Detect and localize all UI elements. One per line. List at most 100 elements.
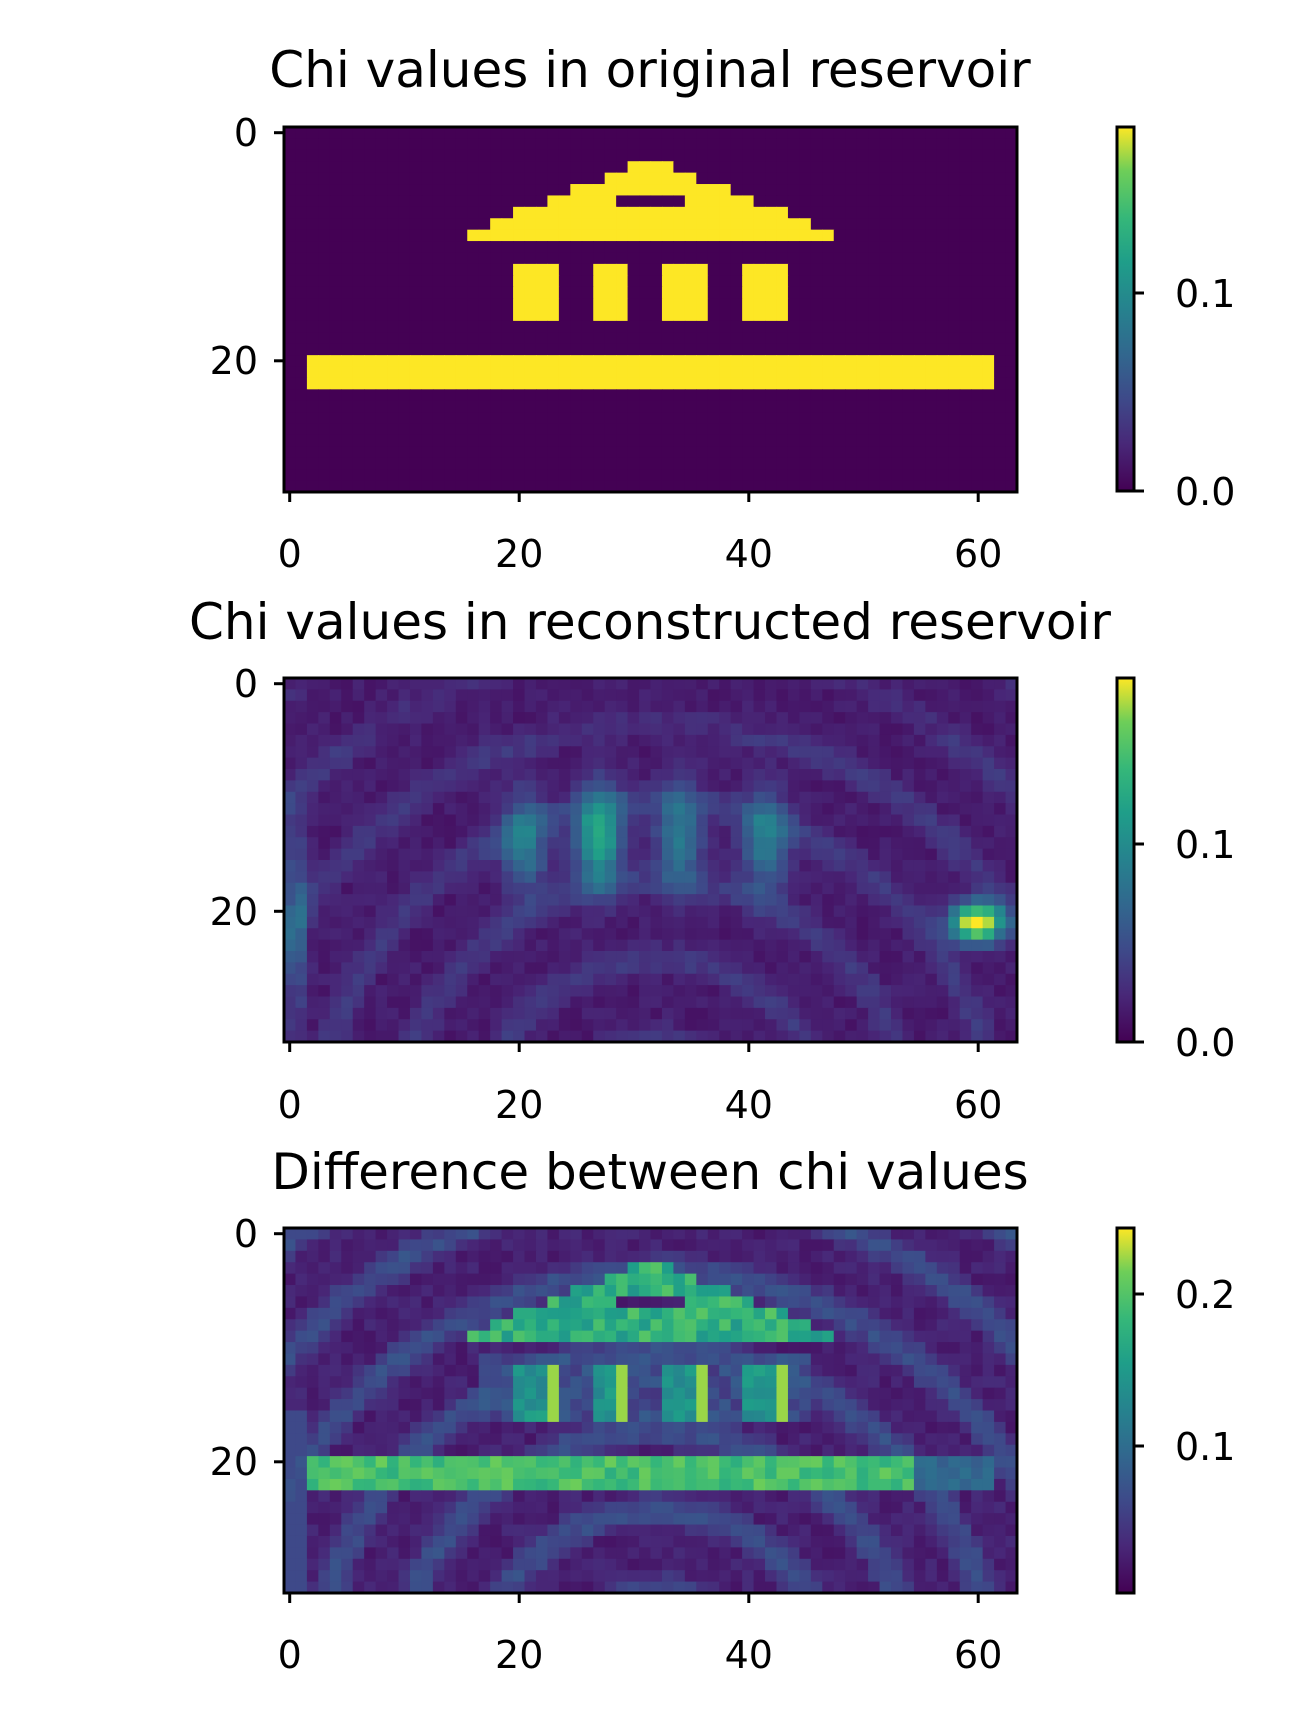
heatmap-cell [467, 962, 480, 975]
heatmap-cell [994, 791, 1007, 804]
heatmap-cell [421, 882, 434, 895]
heatmap-cell [318, 366, 331, 379]
heatmap-cell [891, 882, 904, 895]
heatmap-cell [467, 1030, 480, 1043]
heatmap-cell [318, 241, 331, 254]
heatmap-cell [329, 882, 342, 895]
heatmap-cell [650, 309, 663, 322]
heatmap-cell [913, 252, 926, 265]
heatmap-cell [650, 1296, 663, 1309]
heatmap-cell [501, 275, 514, 288]
heatmap-cell [742, 1030, 755, 1043]
heatmap-cell [902, 678, 915, 690]
heatmap-cell [627, 149, 640, 162]
heatmap-cell [432, 206, 445, 219]
heatmap-cell [856, 1296, 869, 1309]
heatmap-cell [604, 241, 617, 254]
heatmap-cell [306, 757, 319, 770]
heatmap-cell [684, 791, 697, 804]
heatmap-cell [409, 939, 423, 952]
heatmap-cell [684, 928, 697, 941]
heatmap-cell [444, 860, 457, 872]
heatmap-cell [742, 377, 755, 390]
heatmap-cell [765, 985, 778, 998]
heatmap-cell [432, 939, 445, 952]
heatmap-cell [444, 446, 457, 459]
heatmap-cell [730, 746, 743, 759]
heatmap-cell [650, 195, 663, 208]
heatmap-cell [799, 309, 812, 322]
heatmap-cell [696, 480, 709, 493]
heatmap-cell [318, 837, 331, 850]
heatmap-cell [627, 700, 640, 713]
heatmap-cell [673, 1342, 686, 1355]
heatmap-cell [879, 1228, 892, 1241]
heatmap-cell [444, 161, 457, 174]
heatmap-cell [707, 814, 720, 827]
heatmap-cell [581, 355, 594, 368]
heatmap-cell [627, 1307, 640, 1320]
heatmap-cell [398, 434, 411, 447]
heatmap-cell [513, 1262, 526, 1275]
heatmap-cell [856, 127, 869, 140]
heatmap-cell [329, 127, 342, 140]
heatmap-cell [329, 138, 342, 151]
heatmap-cell [306, 1273, 319, 1286]
heatmap-cell [673, 366, 686, 379]
heatmap-cell [616, 1239, 629, 1252]
heatmap-cell [730, 241, 743, 254]
heatmap-cell [409, 275, 423, 288]
heatmap-cell [856, 138, 869, 151]
heatmap-cell [776, 195, 789, 208]
heatmap-cell [501, 320, 514, 333]
heatmap-cell [318, 469, 331, 482]
heatmap-cell [936, 848, 949, 861]
heatmap-cell [284, 734, 297, 747]
heatmap-cell [616, 803, 629, 816]
heatmap-cell [501, 423, 514, 436]
heatmap-cell [639, 1319, 652, 1332]
heatmap-cell [570, 1007, 583, 1020]
heatmap-cell [799, 951, 812, 963]
heatmap-cell [375, 446, 388, 459]
heatmap-cell [891, 1250, 904, 1263]
heatmap-cell [558, 161, 571, 174]
heatmap-cell [696, 320, 709, 333]
heatmap-cell [673, 138, 686, 151]
heatmap-cell [295, 355, 308, 368]
heatmap-cell [306, 286, 319, 299]
heatmap-cell [982, 218, 995, 231]
heatmap-cell [352, 1353, 365, 1366]
heatmap-cell [936, 1296, 949, 1309]
heatmap-cell [936, 780, 949, 793]
heatmap-cell [936, 894, 949, 907]
heatmap-cell [467, 1285, 480, 1298]
heatmap-cell [398, 206, 411, 219]
heatmap-cell [341, 1353, 354, 1366]
heatmap-cell [902, 1319, 915, 1332]
heatmap-cell [581, 298, 594, 311]
heatmap-cell [742, 734, 755, 747]
heatmap-cell [787, 309, 800, 322]
heatmap-cell [856, 1285, 869, 1298]
heatmap-cell [936, 320, 949, 333]
heatmap-cell [352, 149, 365, 162]
heatmap-cell [570, 1262, 583, 1275]
heatmap-cell [925, 412, 938, 425]
heatmap-cell [352, 1019, 365, 1032]
heatmap-cell [616, 769, 629, 781]
heatmap-cell [787, 712, 800, 725]
heatmap-cell [810, 689, 823, 702]
heatmap-cell [891, 355, 904, 368]
heatmap-cell [616, 218, 629, 231]
heatmap-cell [547, 275, 560, 288]
heatmap-cell [570, 469, 583, 482]
heatmap-cell [295, 1228, 308, 1241]
heatmap-cell [421, 973, 434, 986]
heatmap-cell [799, 469, 812, 482]
heatmap-cell [398, 791, 411, 804]
heatmap-cell [341, 894, 354, 907]
heatmap-cell [868, 1228, 881, 1241]
heatmap-cell [661, 791, 674, 804]
heatmap-cell [822, 309, 835, 322]
